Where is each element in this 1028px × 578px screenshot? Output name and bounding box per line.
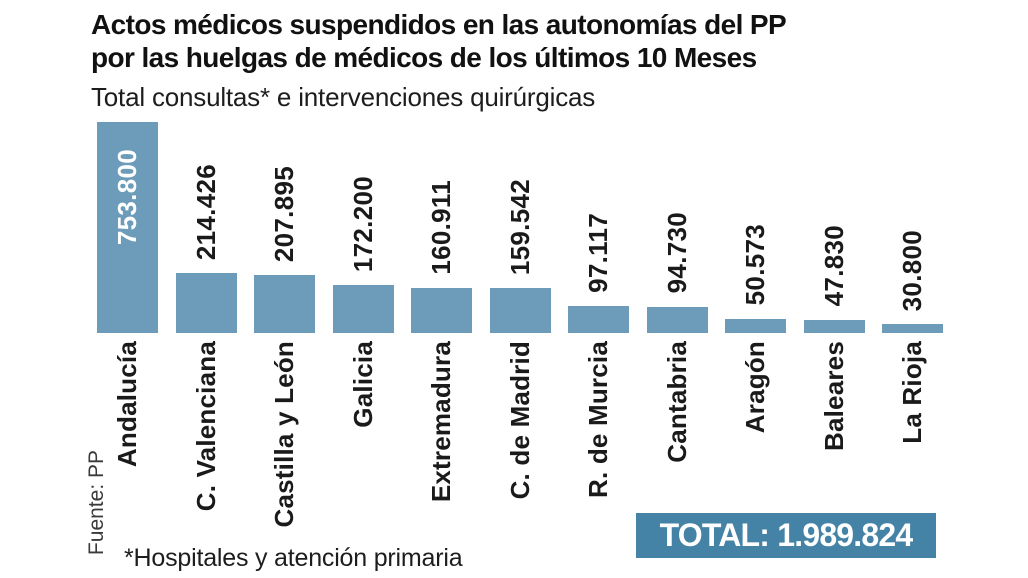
bar-category: C. Valenciana (168, 341, 246, 511)
bar-value: 97.117 (560, 213, 638, 293)
bar (97, 122, 158, 333)
bar-column: 94.730 (639, 120, 717, 333)
bar-value: 207.895 (246, 166, 324, 262)
bar-category-label: Extremadura (426, 341, 457, 503)
bar-category-label: Andalucía (112, 341, 143, 468)
bar-value-label: 94.730 (661, 212, 692, 294)
bar-category: Cantabria (639, 341, 717, 463)
bar-value-label: 207.895 (269, 165, 300, 262)
bar (725, 318, 786, 333)
bar-value: 30.800 (874, 230, 952, 311)
bar-column: 214.426 (168, 120, 246, 333)
bar (882, 324, 943, 333)
bar-category-label: Baleares (818, 341, 849, 452)
footnote: *Hospitales y atención primaria (124, 544, 463, 572)
bar (646, 306, 708, 333)
source-label: Fuente: PP (85, 450, 108, 561)
bar-value: 172.200 (325, 176, 403, 272)
bar-value: 159.542 (482, 179, 560, 275)
bar (803, 319, 865, 333)
bar-value-label: 172.200 (347, 175, 378, 272)
bar-category-label: Aragón (740, 341, 771, 434)
bar-category: Andalucía (89, 341, 167, 467)
bar-value-label: 50.573 (740, 224, 771, 306)
bar-value-label: 97.117 (583, 212, 614, 293)
bar-category: R. de Murcia (560, 341, 638, 498)
bar-category-label: C. de Madrid (504, 341, 535, 500)
bar-column: 50.573 (717, 120, 795, 333)
bar-category: Baleares (796, 341, 874, 451)
bar-column: 207.895 (246, 120, 324, 333)
bar-column: 47.830 (796, 120, 874, 333)
bar-category-label: R. de Murcia (583, 341, 614, 498)
bar (175, 273, 237, 333)
bar (568, 305, 629, 333)
bar-value: 50.573 (717, 224, 795, 305)
bar-column: 30.800 (874, 120, 952, 333)
bar-category-label: Castilla y León (269, 341, 300, 528)
bar-column: 97.117 (560, 120, 638, 333)
source-label-text: Fuente: PP (85, 450, 108, 556)
bar-value-label: 753.800 (112, 148, 143, 245)
bar (489, 288, 551, 333)
bar-category: Castilla y León (246, 341, 324, 528)
bar-value: 214.426 (168, 164, 246, 260)
bar-column: 160.911 (403, 120, 481, 333)
bar (254, 274, 315, 333)
bar-value: 160.911 (403, 180, 481, 275)
bar-value: 47.830 (796, 225, 874, 306)
bar-column: 159.542 (482, 120, 560, 333)
bar-value-label: 214.426 (190, 163, 221, 260)
bar-value-label: 160.911 (426, 180, 457, 275)
bar-category: Extremadura (403, 341, 481, 502)
bar-category-label: La Rioja (897, 341, 928, 444)
chart-title-line1: Actos médicos suspendidos en las autonom… (91, 9, 787, 40)
bar-value-label: 30.800 (897, 230, 928, 312)
bar-value-label: 159.542 (504, 179, 535, 276)
bar-category: Aragón (717, 341, 795, 433)
bar-category-label: C. Valenciana (190, 341, 221, 512)
bar-category-label: Galicia (347, 341, 378, 428)
bar-category-label: Cantabria (661, 341, 692, 463)
chart-subtitle: Total consultas* e intervenciones quirúr… (91, 82, 596, 112)
chart-title-line2: por las huelgas de médicos de los último… (91, 42, 757, 73)
chart-title: Actos médicos suspendidos en las autonom… (91, 8, 787, 74)
bar-category: C. de Madrid (482, 341, 560, 499)
bar-category: Galicia (325, 341, 403, 428)
bar-category: La Rioja (874, 341, 952, 444)
bar (411, 288, 472, 333)
bar-value-label: 47.830 (818, 225, 849, 307)
total-badge: TOTAL: 1.989.824 (636, 513, 936, 558)
bar-value: 753.800 (89, 149, 167, 245)
bar (332, 284, 394, 333)
bar-column: 753.800 (89, 120, 167, 333)
bar-column: 172.200 (325, 120, 403, 333)
bar-value: 94.730 (639, 212, 717, 293)
